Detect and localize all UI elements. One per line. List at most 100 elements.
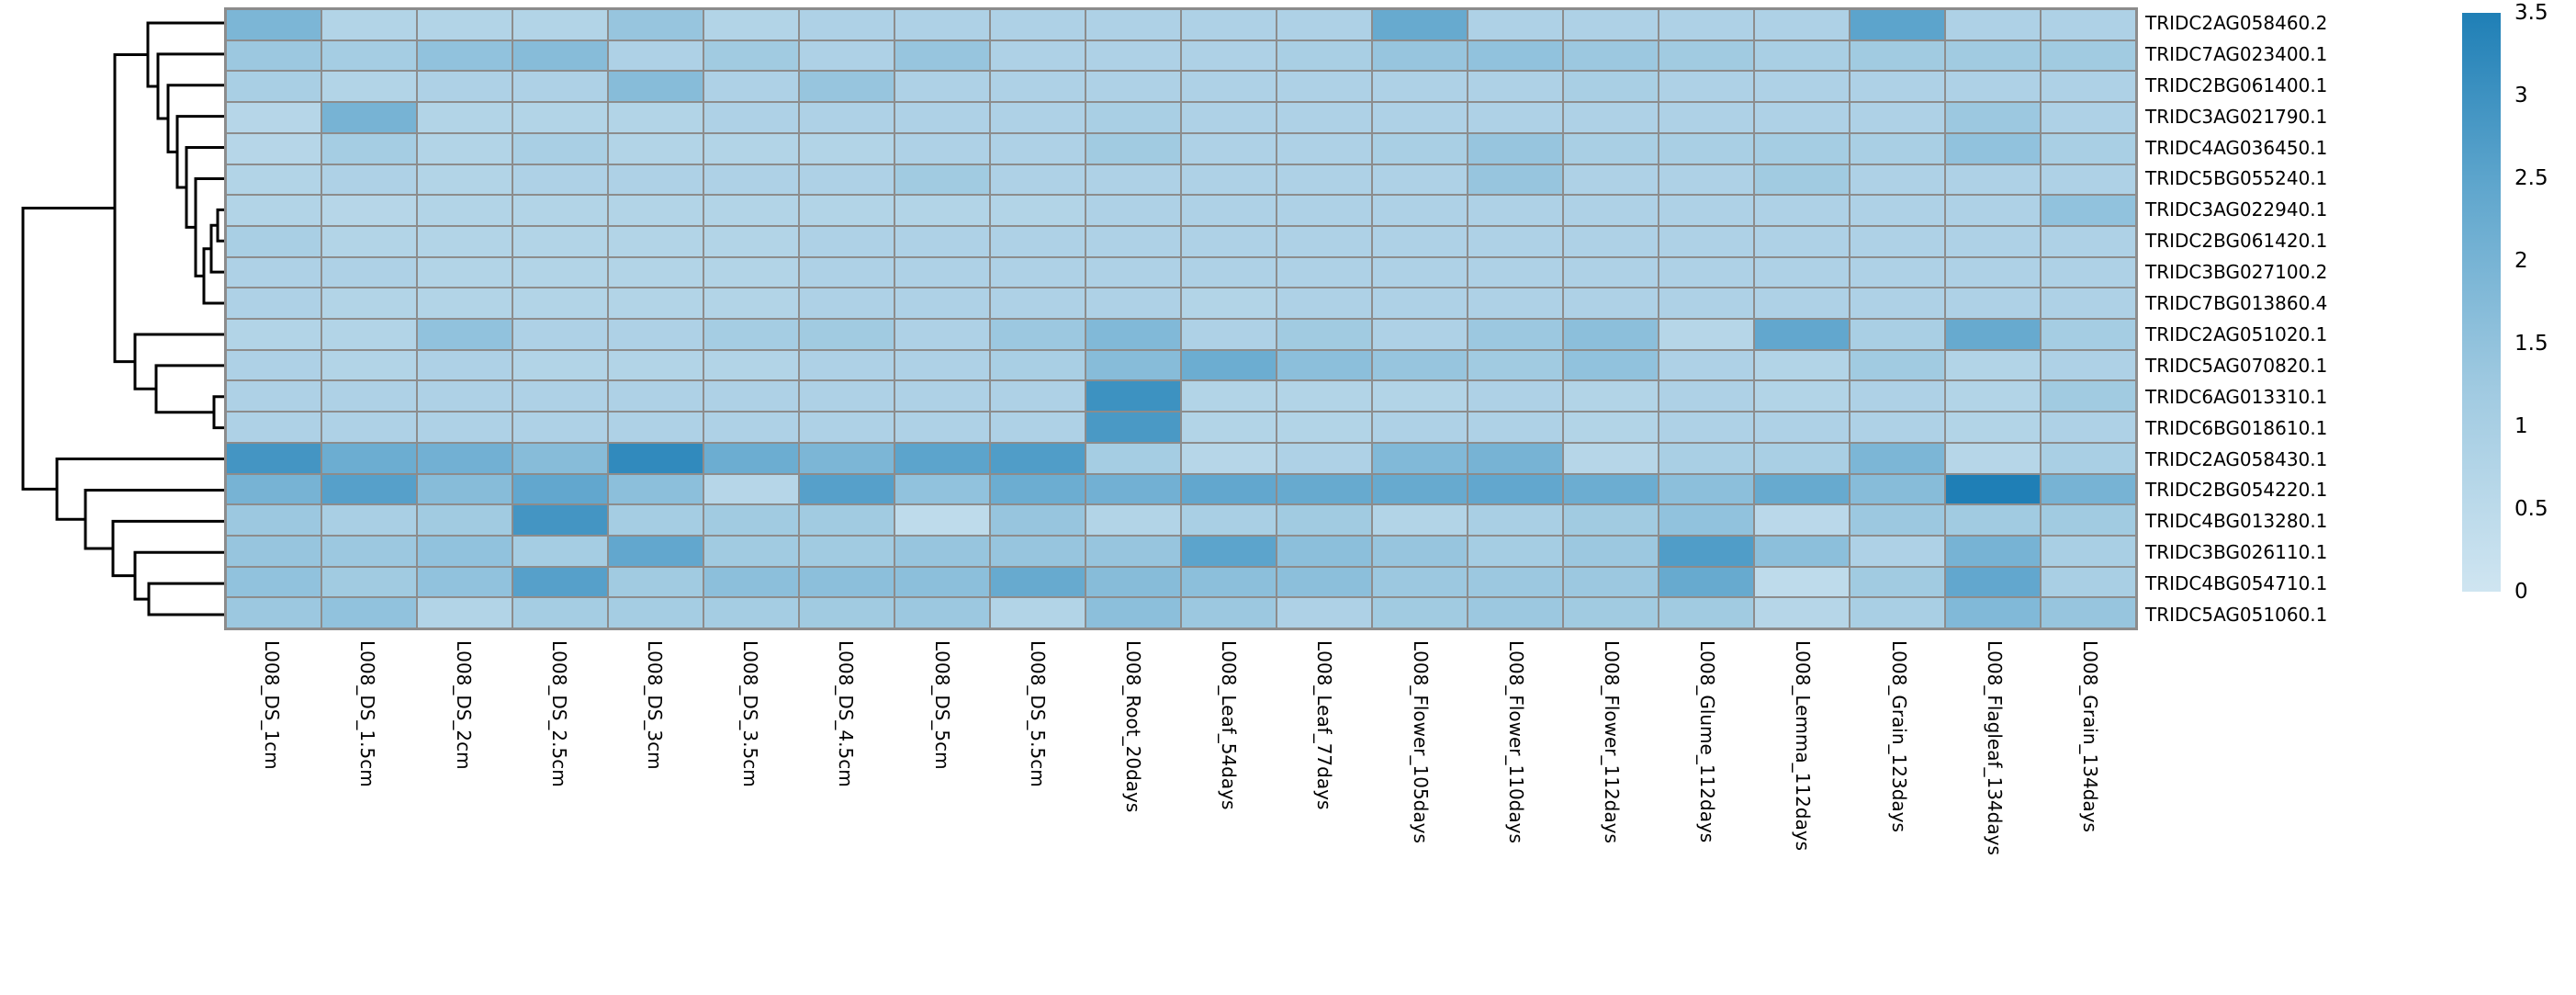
heatmap-cell [227,474,321,504]
heatmap-cell [1850,536,1944,566]
heatmap-cell [2042,320,2135,349]
heatmap-cell [322,164,416,195]
heatmap-cell [2042,505,2135,535]
heatmap-cell [1086,413,1180,442]
heatmap-cell [1086,505,1180,535]
heatmap-cell [895,196,989,225]
heatmap-cell [800,381,894,412]
heatmap-cell [418,320,512,349]
heatmap-cell [1373,164,1467,195]
heatmap-cell [418,40,512,71]
heatmap-cell [704,288,798,318]
heatmap-cell [513,226,607,256]
heatmap-cell [704,505,798,535]
heatmap-cell [991,10,1085,40]
heatmap-cell [1182,40,1276,71]
row-label: TRIDC2BG054220.1 [2145,479,2328,502]
heatmap-cell [1373,103,1467,132]
heatmap-cell [704,40,798,71]
colorbar [2462,13,2501,592]
heatmap-cell [1850,413,1944,442]
heatmap-cell [1755,350,1849,380]
heatmap-cell [1277,567,1371,597]
heatmap-cell [1086,164,1180,195]
heatmap-cell [1086,196,1180,225]
heatmap-cell [1755,196,1849,225]
heatmap-cell [513,288,607,318]
heatmap-cell [1564,536,1658,566]
heatmap-cell [1182,103,1276,132]
dendrogram-branch [202,247,224,305]
dendrogram-branch [111,519,224,578]
heatmap-cell [1277,72,1371,102]
heatmap-cell [1182,226,1276,256]
heatmap-cell [1755,474,1849,504]
heatmap-cell [1468,443,1562,473]
heatmap-cell [1182,72,1276,102]
heatmap-cell [1659,381,1753,412]
heatmap-cell [704,103,798,132]
column-label: L008_DS_2cm [452,640,475,770]
heatmap-cell [991,474,1085,504]
heatmap-cell [1373,505,1467,535]
heatmap-cell [1946,598,2040,628]
heatmap-cell [322,288,416,318]
column-label: L008_DS_2.5cm [547,640,570,787]
heatmap-cell [609,350,703,380]
heatmap-cell [1659,164,1753,195]
heatmap-cell [1946,567,2040,597]
column-label: L008_Flower_110days [1504,640,1527,843]
heatmap-cell [1564,288,1658,318]
column-label: L008_Grain_123days [1887,640,1910,832]
heatmap-cell [1946,10,2040,40]
dendrogram-branch [21,207,115,491]
column-label: L008_Lemma_112days [1792,640,1815,852]
dendrogram-branch [216,208,224,243]
heatmap-cell [800,196,894,225]
heatmap-cell [1946,505,2040,535]
heatmap-cell [609,505,703,535]
heatmap-cell [513,598,607,628]
heatmap-cell [1564,381,1658,412]
heatmap-cell [1755,536,1849,566]
heatmap-cell [800,320,894,349]
column-label: L008_Flower_105days [1409,640,1432,843]
heatmap-cell [991,257,1085,288]
row-label: TRIDC7AG023400.1 [2145,42,2328,65]
heatmap-cell [1946,536,2040,566]
heatmap-cell [322,350,416,380]
heatmap-cell [895,443,989,473]
heatmap-cell [1755,598,1849,628]
heatmap-cell [1659,257,1753,288]
heatmap-cell [1086,474,1180,504]
heatmap-cell [227,443,321,473]
heatmap-cell [609,598,703,628]
row-label: TRIDC4BG054710.1 [2145,572,2328,595]
heatmap-cell [609,40,703,71]
heatmap-cell [609,226,703,256]
heatmap-cell [1468,10,1562,40]
heatmap-cell [1946,350,2040,380]
heatmap-cell [227,196,321,225]
heatmap-cell [227,10,321,40]
dendrogram-branch [133,333,224,390]
heatmap-cell [418,226,512,256]
heatmap-cell [1946,72,2040,102]
heatmap-cell [1850,196,1944,225]
heatmap-cell [322,103,416,132]
heatmap-cell [1564,320,1658,349]
heatmap-cell [322,567,416,597]
heatmap-cell [1468,413,1562,442]
heatmap-cell [1946,257,2040,288]
row-dendrogram [21,21,224,616]
heatmap-cell [1564,598,1658,628]
heatmap-cell [895,133,989,164]
heatmap-cell [2042,257,2135,288]
heatmap-cell [1182,288,1276,318]
heatmap-cell [1182,320,1276,349]
heatmap-cell [1277,443,1371,473]
heatmap-cell [1086,598,1180,628]
heatmap-cell [704,226,798,256]
heatmap-cell [1373,288,1467,318]
heatmap-cell [1086,381,1180,412]
